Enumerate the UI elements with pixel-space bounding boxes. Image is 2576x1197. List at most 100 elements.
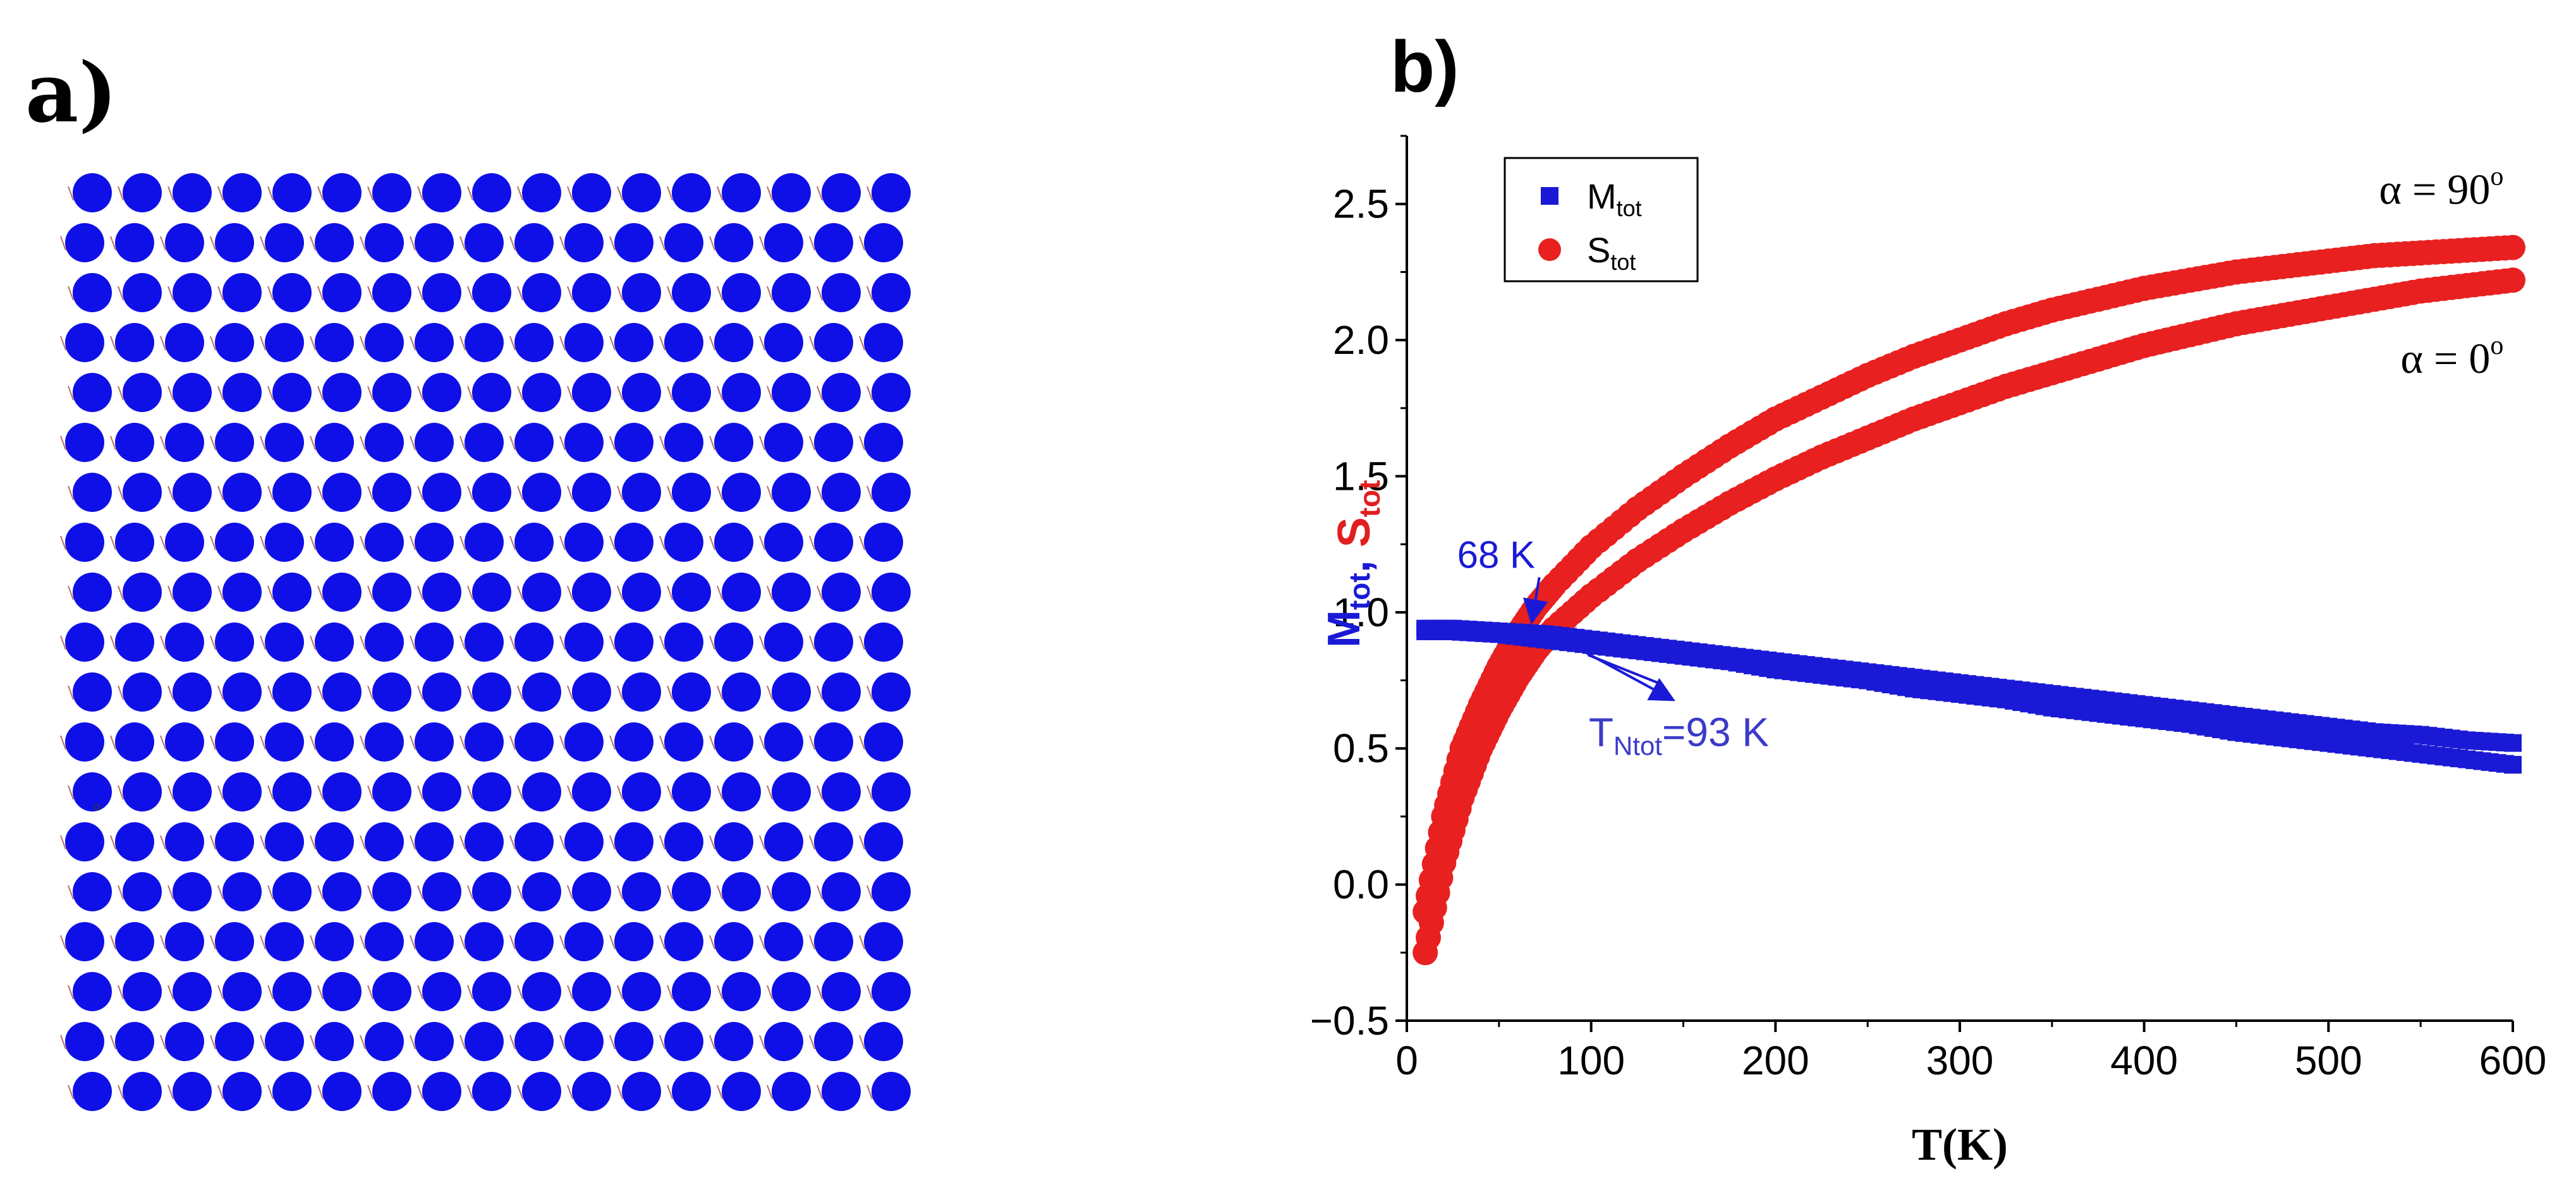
lattice-atom bbox=[372, 173, 411, 212]
lattice-bond bbox=[667, 885, 673, 900]
lattice-atom bbox=[664, 922, 703, 961]
lattice-bond bbox=[410, 635, 416, 650]
lattice-bond bbox=[617, 386, 623, 401]
lattice-atom bbox=[514, 423, 554, 462]
lattice-bond bbox=[809, 635, 815, 650]
lattice-bond bbox=[667, 186, 673, 201]
lattice-atom bbox=[415, 722, 454, 762]
legend-box bbox=[1504, 157, 1699, 283]
lattice-atom bbox=[822, 373, 861, 412]
lattice-bond bbox=[717, 186, 723, 201]
lattice-bond bbox=[767, 386, 773, 401]
lattice-bond bbox=[118, 386, 124, 401]
lattice-bond bbox=[110, 1035, 116, 1050]
lattice-bond bbox=[567, 386, 573, 401]
lattice-bond bbox=[759, 1035, 765, 1050]
lattice-atom bbox=[322, 473, 361, 512]
lattice-atom bbox=[322, 273, 361, 312]
lattice-atom bbox=[115, 423, 154, 462]
lattice-atom bbox=[73, 473, 112, 512]
lattice-atom bbox=[814, 722, 853, 762]
lattice-bond bbox=[160, 1035, 166, 1050]
lattice-bond bbox=[260, 236, 266, 251]
lattice-bond bbox=[417, 286, 423, 301]
lattice-atom bbox=[664, 623, 703, 662]
lattice-atom bbox=[73, 672, 112, 712]
lattice-bond bbox=[609, 535, 616, 550]
lattice-atom bbox=[664, 223, 703, 262]
lattice-bond bbox=[517, 985, 523, 1000]
lattice-bond bbox=[817, 985, 823, 1000]
lattice-bond bbox=[110, 435, 116, 451]
lattice-bond bbox=[260, 435, 266, 451]
lattice-atom bbox=[572, 273, 611, 312]
lattice-atom bbox=[572, 573, 611, 612]
annotation-alpha0: α = 0o bbox=[2400, 331, 2503, 382]
lattice-atom bbox=[123, 373, 162, 412]
lattice-atom bbox=[265, 423, 304, 462]
lattice-bond bbox=[759, 635, 765, 650]
lattice-atom bbox=[372, 273, 411, 312]
lattice-atom bbox=[522, 273, 561, 312]
y-tick-label: 1.5 bbox=[1333, 453, 1389, 499]
series-1 bbox=[1413, 267, 2525, 966]
lattice-bond bbox=[717, 386, 723, 401]
lattice-bond bbox=[467, 386, 473, 401]
lattice-atom bbox=[115, 523, 154, 562]
lattice-atom bbox=[514, 223, 554, 262]
lattice-bond bbox=[110, 935, 116, 950]
lattice-atom bbox=[522, 173, 561, 212]
lattice-bond bbox=[709, 935, 715, 950]
lattice-atom bbox=[222, 872, 262, 911]
lattice-bond bbox=[817, 485, 823, 501]
x-axis-label: T(K) bbox=[1912, 1119, 2008, 1170]
lattice-bond bbox=[68, 286, 74, 301]
lattice-bond bbox=[467, 585, 473, 600]
lattice-atom bbox=[115, 722, 154, 762]
lattice-bond bbox=[167, 685, 174, 700]
lattice-atom bbox=[872, 972, 911, 1011]
lattice-bond bbox=[809, 336, 815, 351]
lattice-atom bbox=[664, 523, 703, 562]
lattice-atom bbox=[65, 623, 104, 662]
lattice-atom bbox=[422, 173, 461, 212]
lattice-atom bbox=[864, 323, 903, 362]
lattice-bond bbox=[459, 935, 466, 950]
lattice-atom bbox=[622, 473, 661, 512]
series-0 bbox=[1413, 234, 2525, 925]
lattice-atom bbox=[872, 273, 911, 312]
lattice-bond bbox=[866, 885, 873, 900]
lattice-bond bbox=[167, 286, 174, 301]
lattice-bond bbox=[809, 835, 815, 850]
lattice-bond bbox=[210, 435, 216, 451]
lattice-bond bbox=[267, 985, 274, 1000]
lattice-atom bbox=[622, 672, 661, 712]
lattice-atom bbox=[165, 722, 204, 762]
lattice-bond bbox=[260, 1035, 266, 1050]
lattice-bond bbox=[559, 1035, 566, 1050]
lattice-atom bbox=[472, 872, 511, 911]
lattice-bond bbox=[217, 186, 224, 201]
lattice-bond bbox=[767, 1085, 773, 1100]
lattice-bond bbox=[60, 1035, 66, 1050]
lattice-atom bbox=[814, 323, 853, 362]
lattice-atom bbox=[572, 772, 611, 811]
lattice-atom bbox=[814, 922, 853, 961]
lattice-atom bbox=[472, 173, 511, 212]
lattice-atom bbox=[714, 223, 753, 262]
lattice-bond bbox=[310, 435, 316, 451]
lattice-bond bbox=[60, 635, 66, 650]
lattice-bond bbox=[118, 785, 124, 800]
lattice-bond bbox=[667, 585, 673, 600]
lattice-atom bbox=[65, 922, 104, 961]
lattice-atom bbox=[822, 1072, 861, 1111]
lattice-atom bbox=[222, 373, 262, 412]
lattice-atom bbox=[372, 872, 411, 911]
lattice-atom bbox=[265, 623, 304, 662]
lattice-bond bbox=[567, 485, 573, 501]
lattice-atom bbox=[372, 573, 411, 612]
lattice-bond bbox=[459, 735, 466, 750]
lattice-atom bbox=[215, 223, 254, 262]
x-tick-label: 300 bbox=[1926, 1038, 1994, 1083]
lattice-bond bbox=[467, 485, 473, 501]
